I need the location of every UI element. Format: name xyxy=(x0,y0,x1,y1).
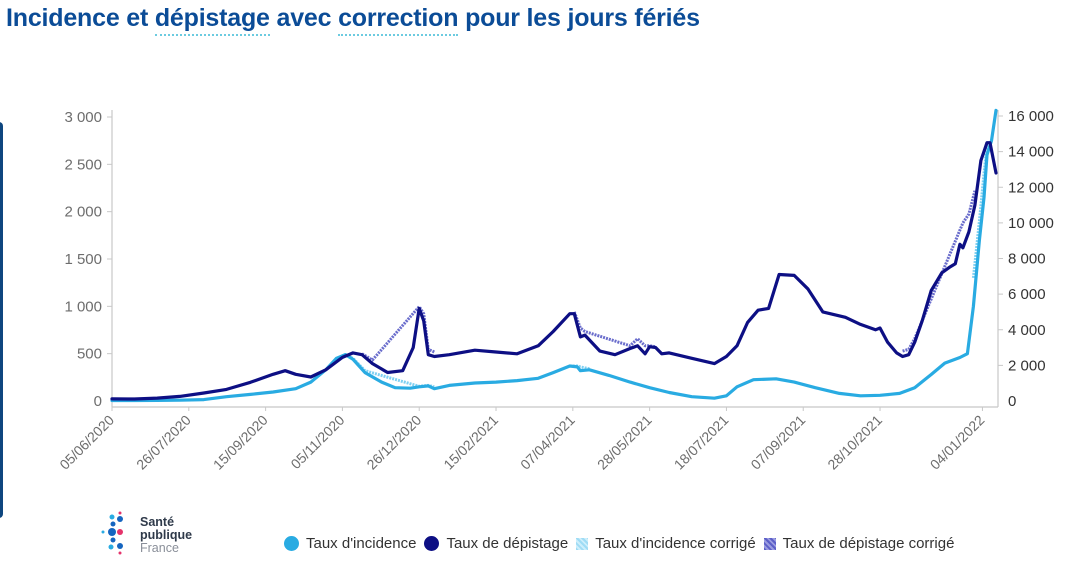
side-panel-edge xyxy=(0,122,3,518)
sante-publique-france-logo: Santé publique France xyxy=(100,511,210,562)
logo-line-1: Santé xyxy=(140,515,175,529)
series-line-taux-d-incidence xyxy=(110,108,998,403)
legend-hatched-square-icon xyxy=(576,537,589,550)
series-line-taux-de-depistage xyxy=(110,141,998,401)
x-tick-label: 18/07/2021 xyxy=(671,412,732,473)
legend-circle-icon xyxy=(424,536,440,551)
x-tick-label: 15/02/2021 xyxy=(440,412,501,473)
title-part: avec xyxy=(269,4,339,32)
series-line-taux-de-depistage-corrige xyxy=(361,305,435,362)
x-tick-label: 05/11/2020 xyxy=(287,412,347,472)
x-tick-label: 07/09/2021 xyxy=(747,412,808,473)
y-right-tick-label: 16 000 xyxy=(1008,108,1054,125)
series-group xyxy=(110,108,998,403)
legend-item-incidence[interactable]: Taux d'incidence xyxy=(284,535,416,552)
y-left-tick-label: 1 500 xyxy=(64,251,102,268)
y-right-tick-label: 14 000 xyxy=(1008,144,1054,161)
axes-group: 0 500 1 000 1 500 2 000 2 500 3 000 0 2 000 4 000… xyxy=(56,108,1054,473)
chart-legend: Taux d'incidence Taux de dépistage Taux … xyxy=(284,535,962,552)
x-tick-label: 26/12/2020 xyxy=(363,412,424,473)
y-right-tick-label: 0 xyxy=(1008,393,1016,410)
x-tick-label: 28/10/2021 xyxy=(824,412,885,473)
legend-label: Taux de dépistage xyxy=(446,535,569,552)
x-tick-label: 26/07/2020 xyxy=(133,412,194,473)
legend-circle-icon xyxy=(284,536,299,551)
title-part: pour les jours fériés xyxy=(458,4,700,32)
y-right-tick-label: 10 000 xyxy=(1008,215,1054,232)
y-left-tick-label: 500 xyxy=(77,346,102,363)
logo-line-2: publique xyxy=(140,528,193,542)
series-line-taux-de-depistage-corrige xyxy=(572,311,656,349)
y-left-tick-label: 2 500 xyxy=(64,156,102,173)
title-link-depistage[interactable]: dépistage xyxy=(154,4,270,36)
series-line-taux-de-depistage-corrige xyxy=(902,190,977,353)
title-link-correction[interactable]: correction xyxy=(338,4,459,36)
chart-title: Incidence et dépistage avec correction p… xyxy=(6,4,700,36)
x-tick-label: 04/01/2022 xyxy=(927,412,988,473)
y-left-tick-label: 1 000 xyxy=(64,298,102,315)
y-left-tick-label: 3 000 xyxy=(64,109,102,126)
y-left-tick-label: 0 xyxy=(94,393,102,410)
y-right-tick-label: 4 000 xyxy=(1008,322,1046,339)
x-tick-label: 05/06/2020 xyxy=(56,412,117,473)
legend-label: Taux d'incidence corrigé xyxy=(595,535,756,552)
legend-label: Taux d'incidence xyxy=(306,535,417,552)
logo-line-3: France xyxy=(140,541,179,555)
y-right-tick-label: 12 000 xyxy=(1008,179,1054,196)
legend-item-incidence-corrige[interactable]: Taux d'incidence corrigé xyxy=(576,535,756,552)
y-right-tick-label: 2 000 xyxy=(1008,357,1046,374)
y-right-tick-label: 6 000 xyxy=(1008,286,1046,303)
title-part: Incidence et xyxy=(6,4,155,32)
x-tick-label: 07/04/2021 xyxy=(517,412,578,473)
legend-item-depistage[interactable]: Taux de dépistage xyxy=(424,535,568,552)
x-tick-label: 28/05/2021 xyxy=(594,412,655,473)
y-left-tick-label: 2 000 xyxy=(64,204,102,221)
x-tick-label: 15/09/2020 xyxy=(210,412,271,473)
legend-item-depistage-corrige[interactable]: Taux de dépistage corrigé xyxy=(763,535,955,552)
logo-dots-icon xyxy=(101,511,123,555)
y-right-tick-label: 8 000 xyxy=(1008,251,1046,268)
legend-label: Taux de dépistage corrigé xyxy=(782,535,955,552)
legend-hatched-square-icon xyxy=(763,537,776,550)
